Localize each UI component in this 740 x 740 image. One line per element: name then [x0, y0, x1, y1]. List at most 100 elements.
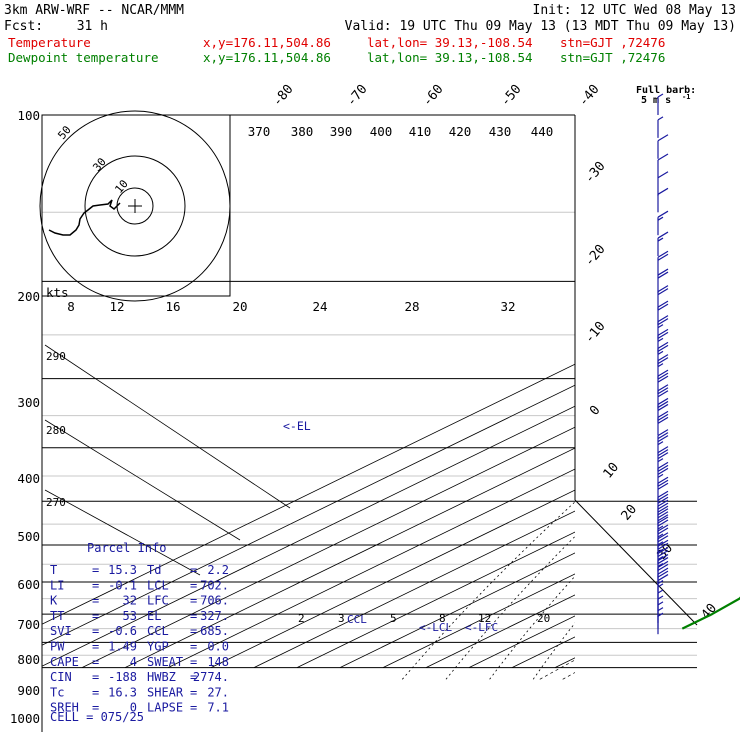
parcel-value: 4 — [130, 655, 137, 669]
parcel-equals: = — [92, 685, 99, 699]
theta-label: 430 — [489, 124, 512, 139]
wind-barb-full — [657, 524, 669, 532]
legend-temperature-label: Temperature — [8, 35, 91, 50]
parcel-value: 0 — [130, 701, 137, 715]
wind-barb-full — [657, 527, 669, 535]
parcel-label: SHEAR — [147, 685, 184, 699]
parcel-label: K — [50, 594, 58, 608]
parcel-label: LFC — [147, 594, 169, 608]
pressure-label-800: 800 — [17, 652, 40, 667]
fcst-label: Fcst: — [4, 19, 43, 34]
wind-barb-full — [657, 134, 669, 142]
wind-barb-half — [657, 595, 664, 600]
pressure-label-400: 400 — [17, 471, 40, 486]
parcel-label: EL — [147, 609, 161, 623]
parcel-row: CIN = -188 HWBZ =2774. — [50, 670, 229, 684]
dry-adiabat — [708, 127, 740, 680]
parcel-value: 32 — [123, 594, 137, 608]
isotherm — [124, 447, 575, 668]
isotherms — [42, 115, 740, 668]
wind-barb-half — [657, 363, 664, 368]
isotherm — [167, 468, 575, 668]
parcel-label: Td — [147, 563, 161, 577]
isotherm — [511, 636, 575, 668]
theta-labels: 370 380 390 400 410 420 430 440 — [248, 124, 554, 139]
parcel-label: LCL — [147, 578, 169, 592]
theta-label: 440 — [531, 124, 554, 139]
wind-barb-full — [657, 502, 669, 510]
isotherm-label: 20 — [619, 502, 641, 524]
barb-key-line2: 5 m s — [641, 95, 671, 106]
wind-barb-full — [657, 532, 669, 540]
parcel-value: 0.0 — [207, 640, 229, 654]
isotherm-label: -20 — [582, 242, 609, 270]
isotherm-label: -70 — [344, 82, 371, 110]
isotherm-label: -30 — [582, 159, 609, 187]
isotherm — [42, 405, 575, 667]
parcel-value: 16.3 — [108, 685, 137, 699]
parcel-label: CCL — [147, 624, 169, 638]
barb-key-line1: Full barb: — [636, 85, 696, 96]
parcel-info-title: Parcel Info — [87, 541, 166, 555]
parcel-info-panel: Parcel Info T = 15.3 Td = 2.2LI = -0.1 LCL = 702.K… — [50, 541, 229, 724]
hodograph-units: kts — [46, 285, 69, 300]
parcel-row: Tc = 16.3 SHEAR = 27. — [50, 685, 229, 699]
parcel-label: T — [50, 563, 57, 577]
wind-barb-full — [657, 344, 669, 352]
lcl-annotation: <-LCL — [419, 621, 452, 634]
parcel-value: 706. — [200, 594, 229, 608]
parcel-label: LAPSE — [147, 701, 183, 715]
isotherm-label: -50 — [498, 82, 525, 110]
isotherm — [382, 573, 575, 668]
parcel-value: 327. — [200, 609, 229, 623]
isotherm — [339, 552, 575, 668]
isotherm-label: 10 — [601, 460, 623, 482]
parcel-value: 7.1 — [207, 701, 229, 715]
parcel-value: 148 — [207, 655, 229, 669]
isotherm — [210, 489, 575, 668]
fcst-value: 31 h — [77, 19, 108, 34]
mixing-ratio-label: 3 — [338, 612, 345, 625]
pressure-label-600: 600 — [17, 577, 40, 592]
wind-barb-full — [657, 467, 669, 475]
wind-barb-full — [657, 496, 669, 504]
pressure-label-300: 300 — [17, 395, 40, 410]
wind-barb-full — [657, 429, 669, 437]
parcel-row: K = 32 LFC = 706. — [50, 594, 229, 608]
parcel-equals: = — [92, 701, 99, 715]
wind-barb-half — [657, 589, 664, 594]
parcel-row: PW = 1.49 YGP = 0.0 — [50, 640, 229, 654]
ccl-annotation: CCL — [347, 613, 367, 626]
wind-barb-full — [657, 303, 669, 311]
wind-barb-full — [657, 372, 669, 380]
wind-barb-full — [657, 554, 669, 562]
level-annotations: <-EL CCL <-LCL <-LFC — [283, 419, 498, 634]
moist-adiabat — [727, 281, 740, 667]
wind-barb — [657, 315, 669, 340]
wind-barb — [657, 300, 669, 326]
parcel-value: -0.1 — [108, 578, 137, 592]
mixing-ratio-label: 8 — [439, 612, 446, 625]
wind-barb — [657, 210, 669, 236]
isotherm — [598, 115, 740, 668]
parcel-equals: = — [190, 640, 197, 654]
wind-barb-full — [657, 557, 669, 565]
isotherm — [684, 115, 740, 668]
wind-barb-full — [657, 508, 669, 516]
isotherm — [42, 363, 575, 625]
mixing-ratio-labels: 2 3 5 8 12 20 — [298, 612, 550, 625]
wind-barb-half — [657, 580, 664, 585]
init-time: Init: 12 UTC Wed 08 May 13 — [533, 3, 737, 18]
parcel-equals: = — [92, 670, 99, 684]
wind-barb-full — [657, 499, 669, 507]
dry-adiabat — [489, 575, 575, 680]
moist-adiabat — [641, 281, 740, 667]
theta-label: 420 — [449, 124, 472, 139]
parcel-value: 1.49 — [108, 640, 137, 654]
wind-barb-half — [657, 473, 664, 478]
wind-barb-full — [657, 390, 669, 398]
speed-tick: 16 — [165, 299, 180, 314]
wind-barb-full — [657, 387, 669, 395]
parcel-info-rows: T = 15.3 Td = 2.2LI = -0.1 LCL = 702.K = 32 LFC = 706.T… — [50, 563, 229, 715]
wind-barb — [657, 134, 669, 159]
